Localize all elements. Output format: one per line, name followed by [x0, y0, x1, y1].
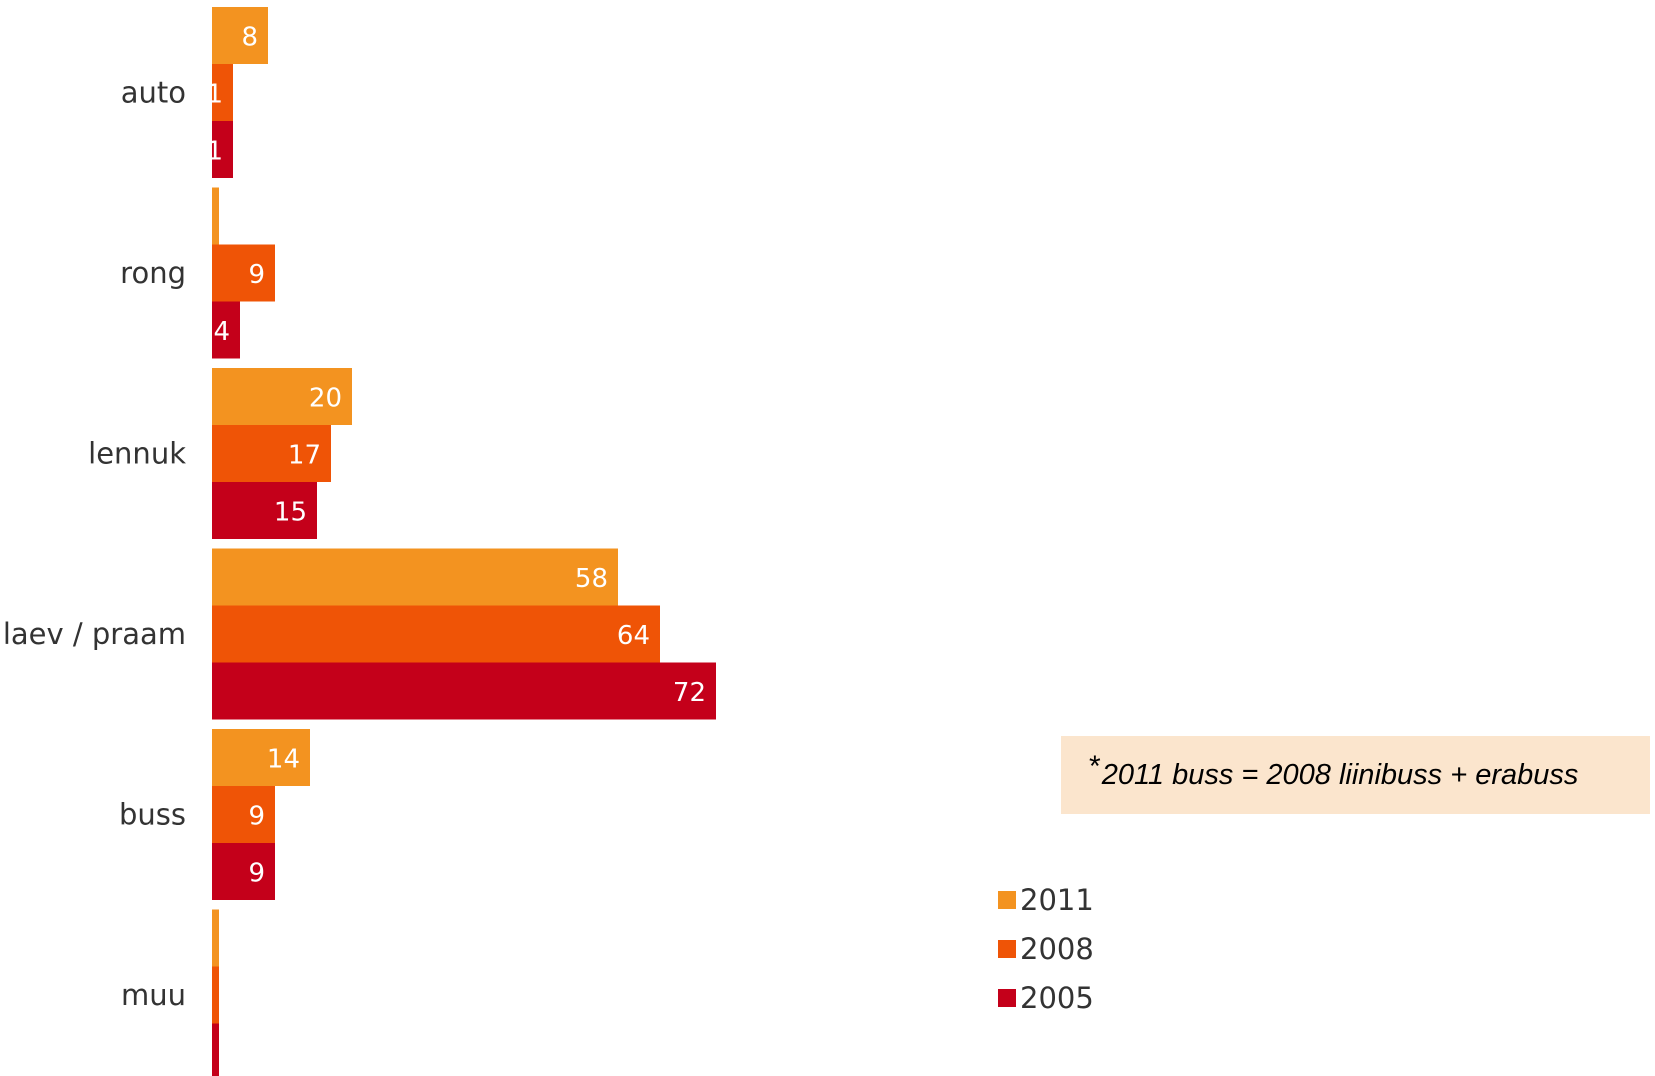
footnote-text: 2011 buss = 2008 liinibuss + erabuss: [1101, 758, 1579, 791]
bar-2011: [212, 187, 219, 245]
bar-2011: [212, 368, 352, 425]
bar-2008: [212, 786, 275, 843]
bar-2008: [212, 64, 233, 121]
bar-value-label: 9: [248, 260, 265, 290]
bar-2005: [212, 662, 716, 720]
bar-2005: [212, 301, 240, 359]
legend-swatch-2005: [998, 988, 1016, 1007]
bar-2005: [212, 843, 275, 900]
bar-value-label: 64: [617, 621, 650, 651]
category-label: muu: [121, 978, 186, 1012]
legend-item-2008: 2008: [998, 924, 1094, 973]
bar-value-label: 17: [288, 441, 321, 471]
bar-2005: [212, 482, 317, 539]
bar-value-label: 58: [575, 564, 608, 594]
bar-value-label: 4: [213, 317, 230, 347]
bar-value-label: 20: [309, 384, 342, 414]
bar-2008: [212, 605, 660, 663]
footnote-box: * 2011 buss = 2008 liinibuss + erabuss: [1061, 736, 1650, 814]
bar-2008: [212, 244, 275, 302]
category-label: auto: [121, 76, 186, 110]
bar-value-label: 9: [248, 802, 265, 832]
legend-label-2011: 2011: [1020, 882, 1094, 917]
legend-label-2005: 2005: [1020, 980, 1094, 1015]
bar-value-label: 14: [267, 745, 300, 775]
bar-value-label: 72: [673, 678, 706, 708]
legend-label-2008: 2008: [1020, 931, 1094, 966]
bar-2005: [212, 1023, 219, 1076]
legend-swatch-2008: [998, 939, 1016, 958]
legend-item-2005: 2005: [998, 973, 1094, 1022]
bar-2011: [212, 548, 618, 606]
bar-2008: [212, 966, 219, 1024]
legend: 2011 2008 2005: [998, 875, 1094, 1022]
legend-item-2011: 2011: [998, 875, 1094, 924]
footnote-asterisk: *: [1089, 750, 1101, 783]
category-label: rong: [120, 256, 186, 290]
bar-2011: [212, 909, 219, 967]
category-label: laev / praam: [3, 617, 186, 651]
bar-value-label: 1: [206, 137, 223, 167]
bar-value-label: 9: [248, 859, 265, 889]
category-label: lennuk: [88, 437, 186, 471]
bar-value-label: 8: [241, 23, 258, 53]
bar-2011: [212, 729, 310, 786]
legend-swatch-2011: [998, 890, 1016, 909]
bar-2008: [212, 425, 331, 482]
bar-value-label: 15: [274, 498, 307, 528]
bar-2011: [212, 7, 268, 64]
category-label: buss: [119, 798, 186, 832]
bar-2005: [212, 121, 233, 178]
bar-value-label: 1: [206, 80, 223, 110]
